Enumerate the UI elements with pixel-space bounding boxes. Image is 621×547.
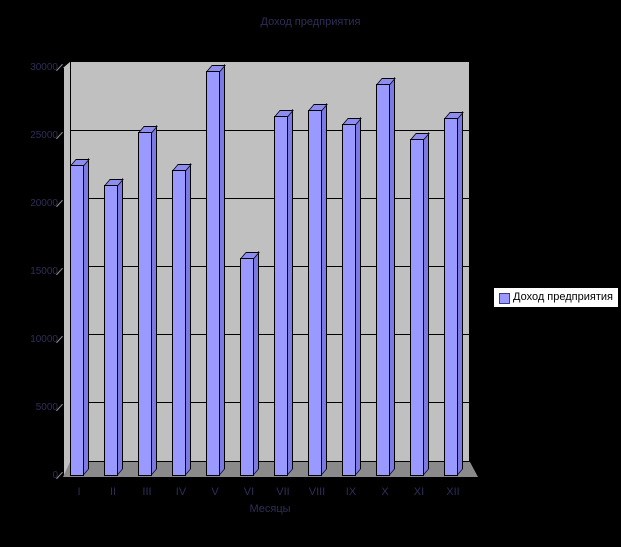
- bar-VI: [240, 250, 260, 476]
- bar-front-face: [376, 84, 390, 476]
- gridline: [71, 266, 469, 267]
- bar-front-face: [240, 258, 254, 476]
- x-axis-title: Месяцы: [249, 503, 291, 515]
- bar-XII: [444, 110, 464, 476]
- bar-front-face: [138, 132, 152, 476]
- plot-side-wall: [63, 61, 71, 477]
- y-axis-label: 30000: [30, 62, 58, 73]
- y-axis-label: 10000: [30, 334, 58, 345]
- legend-box: Доход предприятия: [493, 287, 619, 308]
- bar-IX: [342, 116, 362, 476]
- bar-VII: [274, 108, 294, 476]
- bar-III: [138, 124, 158, 476]
- plot-floor-front-edge: [63, 477, 478, 478]
- x-axis-label: X: [381, 486, 389, 498]
- bar-front-face: [70, 165, 84, 476]
- y-axis-label: 20000: [30, 198, 58, 209]
- bar-V: [206, 63, 226, 476]
- gridline: [71, 198, 469, 199]
- bar-front-face: [274, 116, 288, 476]
- y-axis-label: 0: [52, 470, 58, 481]
- x-axis-label: XI: [413, 486, 425, 498]
- plot-back-wall: [70, 61, 470, 462]
- bar-VIII: [308, 102, 328, 476]
- legend-series-marker-icon: [499, 293, 510, 304]
- bar-front-face: [104, 185, 118, 476]
- y-axis-label: 15000: [30, 266, 58, 277]
- x-axis-label: VII: [276, 486, 290, 498]
- x-axis-label: I: [77, 486, 81, 498]
- x-axis-label: XII: [446, 486, 460, 498]
- bar-front-face: [410, 139, 424, 476]
- x-axis-label: III: [142, 486, 152, 498]
- x-axis-label: VIII: [308, 486, 326, 498]
- gridline: [71, 334, 469, 335]
- x-axis-label: II: [109, 486, 117, 498]
- legend-series-label: Доход предприятия: [513, 291, 613, 303]
- gridline: [71, 130, 469, 131]
- gridline: [71, 402, 469, 403]
- bar-II: [104, 177, 124, 476]
- y-axis-label: 5000: [35, 402, 58, 413]
- bar-IV: [172, 162, 192, 476]
- bar-X: [376, 76, 396, 476]
- x-axis-label: VI: [243, 486, 255, 498]
- bar-front-face: [172, 170, 186, 476]
- x-axis-label: IV: [175, 486, 187, 498]
- chart-title: Доход предприятия: [260, 16, 361, 28]
- bar-XI: [410, 131, 430, 476]
- y-axis-label: 25000: [30, 130, 58, 141]
- plot-floor: [63, 462, 478, 477]
- bar-front-face: [444, 118, 458, 476]
- x-axis-label: IX: [345, 486, 357, 498]
- bar-front-face: [206, 71, 220, 476]
- bar-I: [70, 157, 90, 476]
- bar-front-face: [342, 124, 356, 476]
- y-axis-line: [63, 68, 64, 477]
- bar-front-face: [308, 110, 322, 476]
- x-axis-label: V: [211, 486, 219, 498]
